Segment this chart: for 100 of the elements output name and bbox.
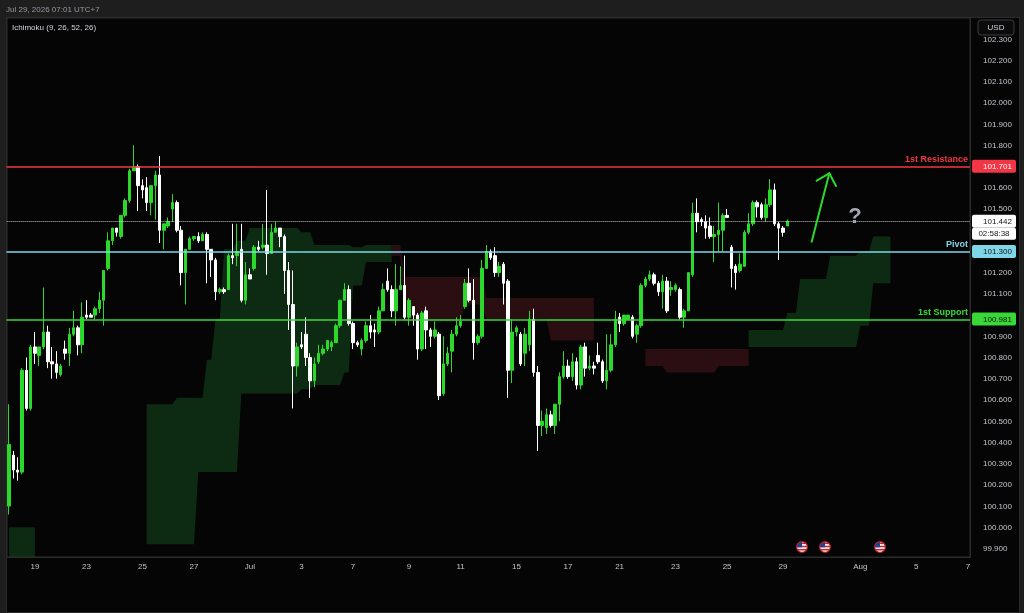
y-axis-title: USD xyxy=(987,23,1005,32)
candlestick xyxy=(171,193,174,223)
y-tick-label: 100.600 xyxy=(983,395,1013,405)
y-tick-label: 100.000 xyxy=(983,522,1013,532)
x-tick-label: 9 xyxy=(406,561,412,571)
y-tick-label: 100.981 xyxy=(983,314,1013,324)
candlestick xyxy=(313,357,316,388)
candlestick xyxy=(295,342,299,378)
x-tick-label: 19 xyxy=(30,561,40,571)
candlestick xyxy=(231,223,234,265)
candlestick xyxy=(661,274,664,310)
x-tick-label: 23 xyxy=(671,561,681,571)
candlestick xyxy=(80,301,84,354)
ref-line-label: 1st Support xyxy=(917,306,968,317)
candlestick xyxy=(227,253,230,291)
y-tick-label: 100.200 xyxy=(983,480,1013,490)
candlestick xyxy=(244,261,247,305)
y-tick-label: 101.200 xyxy=(983,268,1013,278)
candlestick xyxy=(115,227,118,238)
y-tick-label: 101.442 xyxy=(983,216,1013,226)
candlestick xyxy=(261,223,265,250)
annotation: Ichimoku (9, 26, 52, 26) xyxy=(12,22,97,32)
candlestick xyxy=(730,244,733,288)
candlestick xyxy=(407,297,411,327)
candlestick xyxy=(240,223,243,303)
x-tick-label: 15 xyxy=(511,561,522,571)
candlestick xyxy=(519,331,522,367)
candlestick xyxy=(631,314,634,339)
x-tick-label: 23 xyxy=(82,561,92,571)
candlestick xyxy=(403,255,406,320)
candlestick xyxy=(437,331,441,401)
candlestick xyxy=(592,361,596,375)
y-tick-label: 100.300 xyxy=(983,459,1013,469)
candlestick xyxy=(708,216,712,240)
y-tick-label: 101.600 xyxy=(983,183,1013,193)
candlestick xyxy=(433,320,437,339)
candlestick xyxy=(566,359,570,380)
ref-line-label: Pivot xyxy=(945,238,968,249)
candlestick xyxy=(29,344,32,412)
text: 02:58:38 xyxy=(978,229,1011,239)
x-tick-label: 25 xyxy=(137,561,148,571)
annotation: ? xyxy=(848,202,862,228)
candlestick xyxy=(588,354,591,371)
text: Jul 29, 2026 07:01 UTC+7 xyxy=(6,4,101,14)
y-tick-label: 100.400 xyxy=(983,437,1013,447)
candlestick xyxy=(218,287,222,295)
candlestick xyxy=(59,363,62,378)
candlestick xyxy=(63,340,67,361)
candlestick xyxy=(12,450,15,479)
x-tick-label: 7 xyxy=(350,561,356,571)
candlestick xyxy=(678,287,682,320)
candlestick xyxy=(549,410,553,429)
y-tick-label: 101.100 xyxy=(983,289,1013,299)
x-tick-label: 29 xyxy=(778,561,788,571)
x-tick-label: 3 xyxy=(299,561,305,571)
candlestick xyxy=(145,176,148,212)
y-tick-label: 100.500 xyxy=(983,416,1013,426)
candlestick xyxy=(252,244,256,272)
y-tick-label: 100.800 xyxy=(983,353,1013,363)
candlestick xyxy=(136,163,140,212)
candlestick xyxy=(20,367,24,475)
y-tick-label: 101.900 xyxy=(983,119,1013,129)
x-tick-label: Jul xyxy=(244,561,256,571)
candlestick xyxy=(695,197,699,233)
candlestick xyxy=(76,325,80,356)
candlestick xyxy=(106,231,110,272)
candlestick xyxy=(442,335,445,397)
candlestick xyxy=(420,310,424,352)
candlestick xyxy=(248,267,252,280)
candlestick xyxy=(786,219,789,227)
x-tick-label: 21 xyxy=(615,561,625,571)
x-tick-label: Aug xyxy=(853,561,868,571)
y-tick-label: 102.100 xyxy=(983,77,1013,87)
candlestick xyxy=(583,342,587,378)
candlestick xyxy=(158,155,161,244)
y-tick-label: 101.800 xyxy=(983,140,1013,150)
x-tick-label: 11 xyxy=(456,561,466,571)
candlestick xyxy=(575,357,578,390)
x-tick-label: 25 xyxy=(722,561,733,571)
candlestick xyxy=(424,306,428,350)
y-tick-label: 100.900 xyxy=(983,331,1013,341)
candlestick xyxy=(493,246,497,278)
y-tick-label: 100.700 xyxy=(983,374,1013,384)
candlestick xyxy=(497,261,501,278)
candlestick xyxy=(463,278,467,310)
candlestick xyxy=(265,189,269,276)
candlestick xyxy=(257,240,260,252)
candlestick xyxy=(571,352,574,382)
y-tick-label: 102.300 xyxy=(983,34,1013,44)
candlestick xyxy=(7,403,11,516)
candlestick xyxy=(755,200,759,218)
candlestick xyxy=(222,287,226,295)
ref-line-label: 1st Resistance xyxy=(904,154,968,165)
candlestick xyxy=(235,223,239,267)
x-tick-label: 27 xyxy=(189,561,200,571)
y-tick-label: 102.000 xyxy=(983,98,1013,108)
candlestick xyxy=(25,357,28,412)
x-tick-label: 17 xyxy=(563,561,574,571)
y-tick-label: 99.900 xyxy=(983,544,1009,554)
y-tick-label: 101.300 xyxy=(983,246,1013,256)
